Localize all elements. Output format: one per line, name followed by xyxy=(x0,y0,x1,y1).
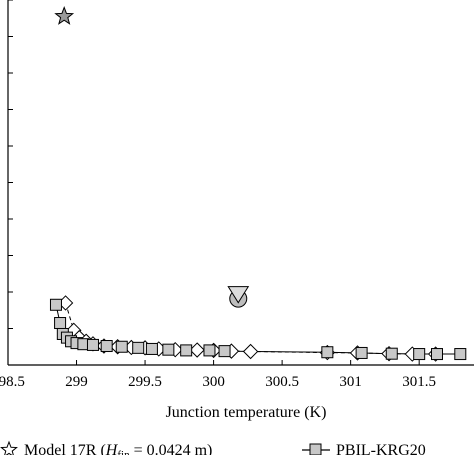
legend-star-shape xyxy=(0,440,18,455)
series-3-point-9 xyxy=(115,340,128,353)
series-3-point-1 xyxy=(54,317,67,330)
series-1-point-0 xyxy=(227,286,250,308)
series-3-point-10 xyxy=(132,341,145,354)
series-3-point-15 xyxy=(218,345,231,358)
x-tick-label-5: 301 xyxy=(339,374,362,390)
series-3-point-20 xyxy=(430,348,443,361)
series-3-point-16 xyxy=(321,346,334,359)
series-2-point-11 xyxy=(189,342,205,358)
series-3-point-13 xyxy=(180,344,193,357)
series-3-point-11 xyxy=(145,342,158,355)
series-1-point-0-triangle xyxy=(227,286,250,304)
x-tick-label-1: 299 xyxy=(65,374,88,390)
x-tick-label-6: 301.5 xyxy=(402,374,436,390)
x-tick-label-0: 298.5 xyxy=(0,374,25,390)
legend-pbil-square-icon xyxy=(309,443,322,455)
series-3-point-19 xyxy=(413,348,426,361)
y-ticks xyxy=(8,0,13,329)
legend: Model 17R (Hfin = 0.0424 m) PBIL-KRG20 xyxy=(0,440,426,455)
x-axis-title: Junction temperature (K) xyxy=(166,404,327,421)
x-tick-label-4: 300.5 xyxy=(265,374,299,390)
series-0-point-0 xyxy=(54,6,75,25)
legend-label-pbil: PBIL-KRG20 xyxy=(336,442,426,455)
series-3-point-17 xyxy=(355,346,368,359)
legend-label-model: Model 17R (Hfin = 0.0424 m) xyxy=(24,442,212,455)
series-3-point-21 xyxy=(454,348,467,361)
legend-star-icon xyxy=(0,440,18,455)
series-3-point-7 xyxy=(86,338,99,351)
x-tick-label-2: 299.5 xyxy=(128,374,162,390)
series-3-point-8 xyxy=(100,340,113,353)
series-3-point-14 xyxy=(203,344,216,357)
series-markers xyxy=(49,6,467,362)
series-2-point-14 xyxy=(242,343,259,360)
series-3-point-18 xyxy=(385,347,398,360)
series-3-point-0 xyxy=(49,298,62,311)
x-ticks: 298.5 299 299.5 300 300.5 301 301.5 xyxy=(0,360,436,390)
plot-area: 298.5 299 299.5 300 300.5 301 301.5 xyxy=(0,0,474,390)
x-tick-label-3: 300 xyxy=(202,374,225,390)
series-3-point-12 xyxy=(162,343,175,356)
